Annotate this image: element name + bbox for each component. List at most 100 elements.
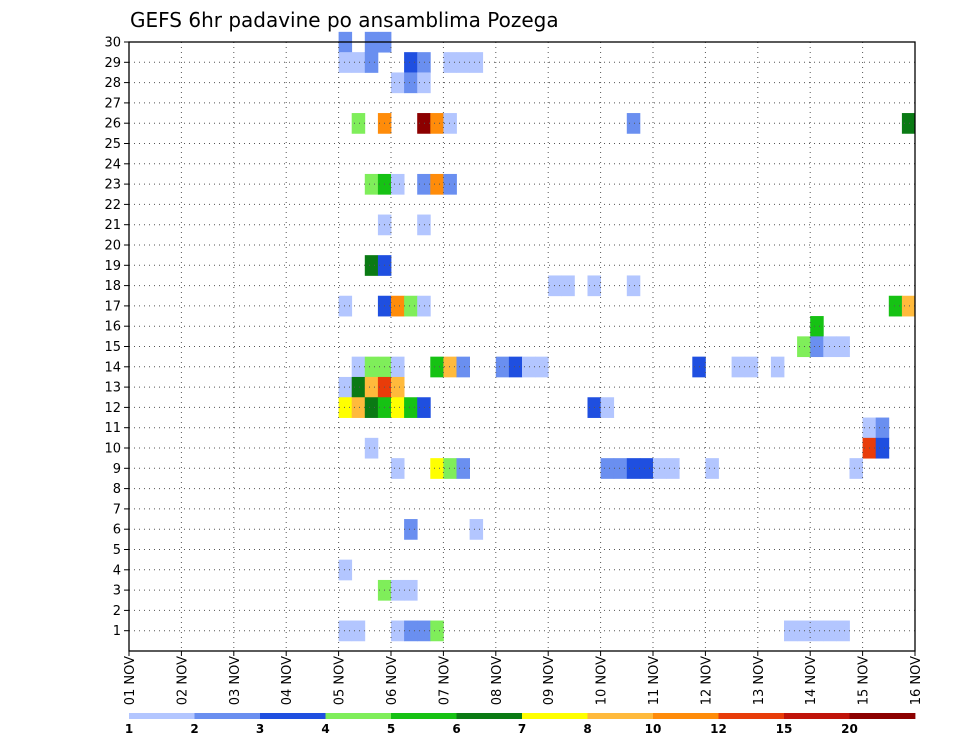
heatmap-cell — [391, 620, 405, 642]
heatmap-cell — [417, 52, 431, 73]
heatmap-cell — [391, 72, 405, 94]
heatmap-cell — [391, 376, 405, 398]
y-tick-label: 26 — [104, 117, 121, 132]
heatmap-cell — [535, 356, 549, 378]
heatmap-cell — [338, 376, 353, 398]
y-tick-label: 12 — [104, 401, 121, 416]
heatmap-cell — [391, 356, 405, 378]
legend-label: 7 — [518, 722, 526, 736]
heatmap-cell — [338, 397, 353, 418]
heatmap-cell — [797, 620, 811, 642]
legend-swatch — [849, 713, 916, 719]
x-tick-label: 16 NOV — [909, 656, 924, 705]
heatmap-cell — [626, 458, 641, 479]
heatmap-cell — [364, 173, 379, 195]
x-tick-label: 12 NOV — [699, 656, 714, 705]
heatmap-cell — [443, 173, 457, 195]
legend-label: 12 — [710, 722, 727, 736]
y-tick-label: 2 — [113, 604, 121, 619]
color-legend: 1 2 3 4 5 6 7 8 10 12 15 20 — [125, 713, 916, 736]
y-tick-label: 11 — [104, 421, 121, 436]
heatmap-cell — [705, 458, 719, 479]
legend-swatch — [653, 713, 719, 719]
legend-label: 3 — [256, 722, 264, 736]
heatmap-cell — [508, 356, 523, 378]
heatmap-cell — [430, 113, 444, 134]
legend-label: 10 — [645, 722, 662, 736]
heatmap-cell — [391, 397, 405, 418]
heatmap-cell — [875, 417, 890, 439]
y-tick-label: 16 — [104, 320, 121, 335]
heatmap-cell — [443, 458, 457, 479]
heatmap-cell — [351, 113, 366, 134]
x-tick-label: 09 NOV — [542, 656, 557, 705]
x-tick-label: 13 NOV — [752, 656, 767, 705]
heatmap-cell — [522, 356, 536, 378]
heatmap-cell — [364, 397, 379, 418]
heatmap-cell — [823, 620, 837, 642]
x-tick-label: 05 NOV — [333, 656, 348, 705]
heatmap-cell — [364, 437, 379, 459]
chart-title: GEFS 6hr padavine po ansamblima Pozega — [130, 8, 559, 32]
heatmap-cell — [404, 519, 418, 540]
heatmap-cell — [901, 295, 916, 317]
y-tick-label: 7 — [113, 502, 121, 517]
y-tick-label: 19 — [104, 259, 121, 274]
y-tick-label: 13 — [104, 381, 121, 396]
x-tick-label: 06 NOV — [385, 656, 400, 705]
y-tick-label: 8 — [113, 482, 121, 497]
heatmap-cell — [351, 356, 366, 378]
y-tick-label: 30 — [104, 36, 121, 51]
heatmap-cell — [443, 52, 457, 73]
y-tick-label: 21 — [104, 218, 121, 233]
heatmap-cell — [744, 356, 759, 378]
y-tick-label: 5 — [113, 543, 121, 558]
heatmap-cell — [456, 458, 470, 479]
heatmap-cell — [404, 397, 418, 418]
x-tick-label: 03 NOV — [228, 656, 243, 705]
heatmap-cell — [639, 458, 654, 479]
heatmap-cell — [875, 437, 890, 459]
heatmap-cell — [430, 173, 444, 195]
y-tick-label: 20 — [104, 239, 121, 254]
x-axis-ticks: 01 NOV 02 NOV 03 NOV 04 NOV 05 NOV 06 NOV 07 N… — [123, 651, 924, 705]
heatmap-cell — [600, 458, 615, 479]
y-tick-label: 1 — [113, 624, 121, 639]
heatmap-cell — [430, 458, 444, 479]
heatmap-cell — [731, 356, 746, 378]
heatmap-cell — [469, 519, 484, 540]
legend-swatch — [391, 713, 457, 719]
y-tick-label: 24 — [104, 157, 121, 172]
y-tick-label: 28 — [104, 76, 121, 91]
heatmap-cell — [417, 113, 431, 134]
heatmap-cell — [364, 52, 379, 73]
y-tick-label: 22 — [104, 198, 121, 213]
heatmap-cell — [351, 376, 366, 398]
y-tick-label: 9 — [113, 462, 121, 477]
y-tick-label: 18 — [104, 279, 121, 294]
legend-swatch — [325, 713, 392, 719]
heatmap-cell — [810, 336, 824, 358]
y-tick-label: 25 — [104, 137, 121, 152]
y-tick-label: 14 — [104, 360, 121, 375]
heatmap-cell — [561, 275, 575, 297]
legend-swatch — [587, 713, 654, 719]
heatmap-cell — [351, 52, 366, 73]
heatmap-cell — [810, 620, 824, 642]
y-tick-label: 10 — [104, 442, 121, 457]
heatmap-cell — [391, 458, 405, 479]
heatmap-cell — [391, 173, 405, 195]
heatmap-cell — [770, 356, 785, 378]
heatmap-cell — [456, 356, 470, 378]
grid-lines — [129, 42, 915, 651]
x-tick-label: 14 NOV — [804, 656, 819, 705]
y-tick-label: 17 — [104, 299, 121, 314]
heatmap-cell — [404, 620, 418, 642]
heatmap-cell — [443, 113, 457, 134]
x-tick-label: 04 NOV — [280, 656, 295, 705]
heatmap-cell — [417, 214, 431, 236]
x-tick-label: 11 NOV — [647, 656, 662, 705]
heatmap-cell — [626, 275, 641, 297]
heatmap-cell — [417, 173, 431, 195]
